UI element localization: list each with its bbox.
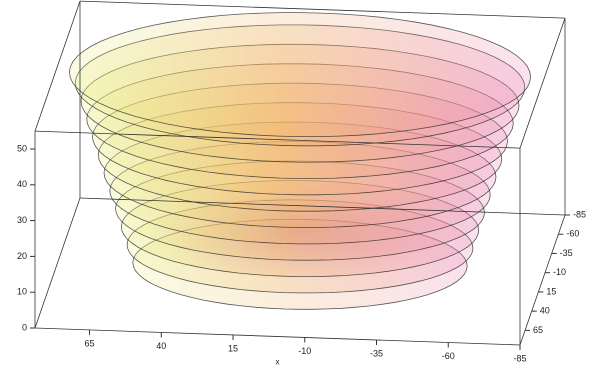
x-tick-label: -35: [370, 348, 383, 358]
y-tick-label: -10: [553, 267, 566, 277]
box-edge: [34, 0, 81, 132]
surface-ring: [68, 12, 532, 138]
z-tick-label: 20: [17, 251, 27, 261]
box-edge: [519, 17, 566, 149]
box-edge: [79, 0, 566, 19]
surface: [68, 12, 532, 310]
x-tick-label: 40: [156, 341, 166, 351]
z-tick-label: 10: [17, 287, 27, 297]
x-tick-label: -60: [442, 351, 455, 361]
y-tick-label: 65: [533, 325, 543, 335]
y-tick-label: -60: [566, 229, 579, 239]
y-tick-label: 40: [540, 306, 550, 316]
x-tick-label: 15: [228, 343, 238, 353]
x-tick-label: -10: [298, 346, 311, 356]
y-tick-label: 15: [546, 286, 556, 296]
z-tick-label: 0: [22, 322, 27, 332]
box-edge: [79, 197, 566, 216]
x-tick-label: -85: [513, 353, 526, 363]
box-edge: [34, 327, 521, 346]
box-edge: [34, 197, 81, 329]
x-axis-label: x: [276, 358, 280, 366]
x-tick-label: 65: [85, 338, 95, 348]
box-edge: [519, 214, 566, 346]
y-tick-label: -85: [573, 209, 586, 219]
box-edge: [34, 130, 521, 149]
z-tick-label: 50: [17, 143, 27, 153]
y-tick-label: -35: [560, 248, 573, 258]
axes: 0 10 20 30 40 50 65 40 15 -10 -35 -60 -85 x -85 -60 -35 -…: [17, 0, 586, 366]
z-tick-label: 30: [17, 215, 27, 225]
z-tick-label: 40: [17, 179, 27, 189]
